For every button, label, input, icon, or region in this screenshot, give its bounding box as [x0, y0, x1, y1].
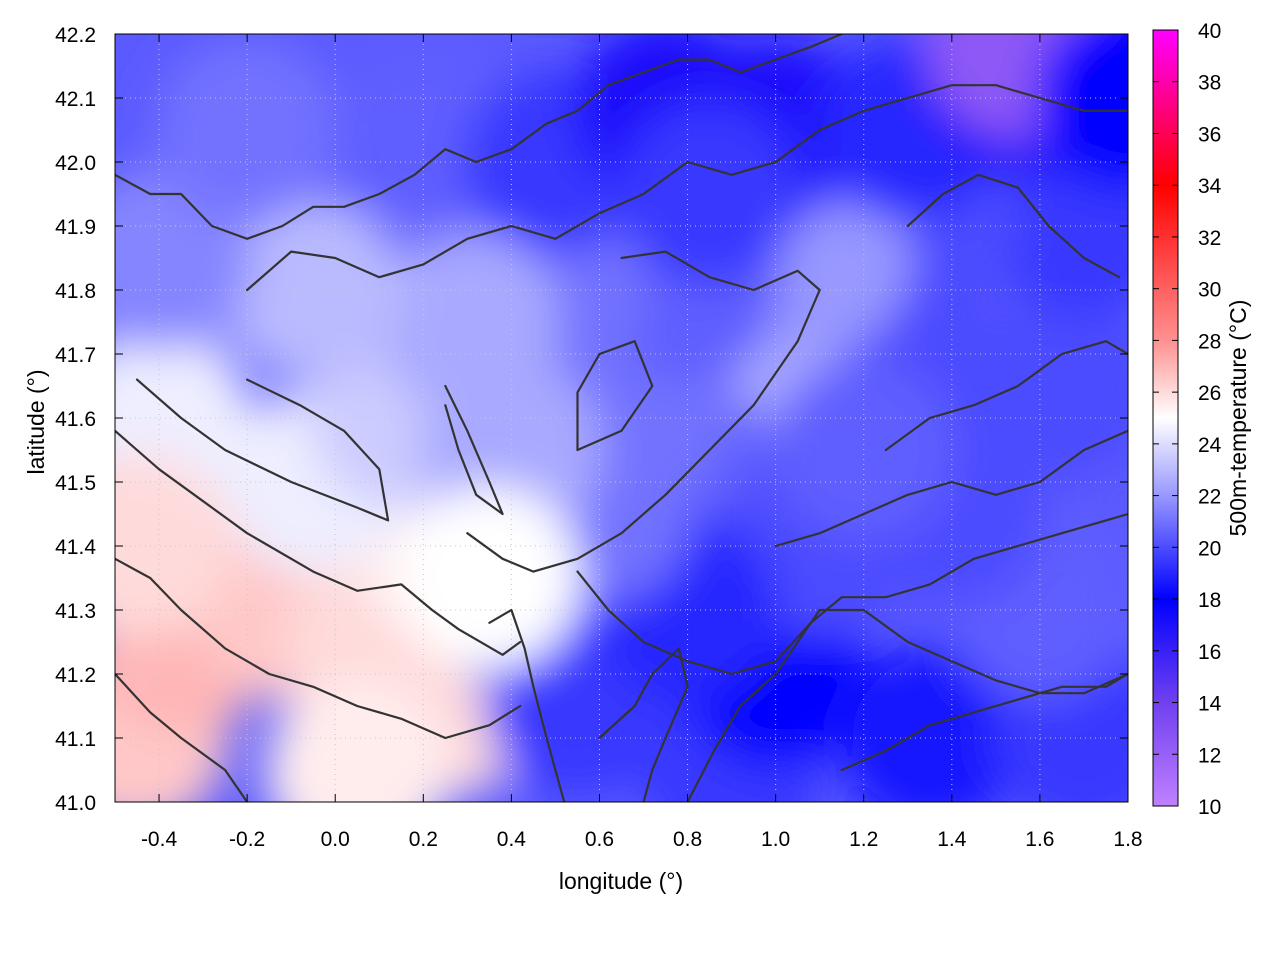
contour-lines: [115, 34, 1128, 802]
colorbar-tick-label-3: 16: [1198, 641, 1221, 664]
colorbar-tick-label-6: 22: [1198, 486, 1221, 509]
contour-line-16: [598, 647, 689, 802]
contour-line-1: [115, 672, 249, 802]
x-tick-label-2: 0.0: [321, 828, 350, 851]
y-tick-label-4: 41.4: [55, 536, 96, 559]
contour-line-3: [135, 378, 390, 522]
plot-area: -0.4 -0.2 0.0 0.2 0.4 0.6 0.8 1.0 1.2 1.4 1.6 1.8 4…: [55, 24, 1143, 851]
field-sample-25: [969, 294, 1128, 478]
y-tick-label-1: 41.1: [55, 728, 96, 751]
x-axis-title: longitude (°): [559, 868, 683, 894]
y-tick-label-9: 41.9: [55, 216, 96, 239]
x-axis-ticks: -0.4 -0.2 0.0 0.2 0.4 0.6 0.8 1.0 1.2 1.4 1.6 1.8: [141, 34, 1143, 851]
field-sample-32: [221, 198, 406, 382]
colorbar-tick-label-14: 38: [1198, 72, 1221, 95]
contour-line-7: [840, 672, 1128, 772]
contour-line-0: [115, 557, 522, 740]
x-tick-label-11: 1.8: [1113, 828, 1142, 851]
x-tick-label-9: 1.4: [937, 828, 967, 851]
y-tick-label-0: 41.0: [55, 792, 96, 815]
colorbar-tick-label-4: 18: [1198, 589, 1221, 612]
y-tick-label-6: 41.6: [55, 408, 96, 431]
colorbar-tick-label-8: 26: [1198, 382, 1221, 405]
colorbar: 10 12 14 16 18 20 22 24 26 28 30 32 34 36 38 40 500m-te…: [1152, 20, 1251, 819]
y-tick-label-3: 41.3: [55, 600, 96, 623]
field-sample-43: [617, 102, 802, 286]
colorbar-tick-label-15: 40: [1198, 20, 1221, 43]
x-tick-label-8: 1.2: [849, 828, 878, 851]
x-tick-label-7: 1.0: [761, 828, 790, 851]
x-tick-label-4: 0.4: [497, 828, 527, 851]
contour-line-12: [774, 429, 1128, 548]
colorbar-tick-label-9: 28: [1198, 330, 1221, 353]
y-tick-label-5: 41.5: [55, 472, 96, 495]
contour-line-2: [115, 429, 522, 656]
x-tick-label-6: 0.8: [673, 828, 702, 851]
colorbar-strip: [1152, 29, 1179, 807]
y-tick-label-7: 41.7: [55, 344, 96, 367]
contour-line-13: [444, 384, 504, 516]
contour-line-9: [246, 84, 1128, 292]
x-tick-label-1: -0.2: [229, 828, 265, 851]
contour-line-10: [884, 340, 1128, 452]
colorbar-tick-label-11: 32: [1198, 227, 1221, 250]
contour-line-11: [906, 173, 1121, 279]
colorbar-tick-label-10: 30: [1198, 279, 1221, 302]
colorbar-tick-label-12: 34: [1198, 175, 1222, 198]
colorbar-tick-label-7: 24: [1198, 434, 1222, 457]
y-axis-title: latitude (°): [23, 369, 49, 474]
colorbar-tick-label-0: 10: [1198, 796, 1221, 819]
colorbar-ticks: 10 12 14 16 18 20 22 24 26 28 30 32 34 36 38 40: [1153, 20, 1222, 819]
y-tick-label-8: 41.8: [55, 280, 96, 303]
colorbar-tick-label-13: 36: [1198, 123, 1221, 146]
y-tick-label-12: 42.2: [55, 24, 96, 47]
field-sample-45: [397, 486, 582, 670]
colorbar-tick-label-1: 12: [1198, 744, 1221, 767]
colorbar-tick-label-5: 20: [1198, 537, 1221, 560]
field-sample-42: [1036, 34, 1128, 190]
field-sample-8: [265, 678, 450, 802]
contour-line-5: [576, 512, 1128, 676]
y-axis-ticks: 41.0 41.1 41.2 41.3 41.4 41.5 41.6 41.7 41.8 41.9…: [55, 24, 1128, 815]
colorbar-tick-label-2: 14: [1198, 693, 1222, 716]
contour-line-15: [488, 608, 566, 802]
contour-line-14: [576, 340, 654, 452]
x-tick-label-0: -0.4: [141, 828, 178, 851]
x-tick-label-3: 0.2: [409, 828, 438, 851]
y-tick-label-10: 42.0: [55, 152, 96, 175]
colorbar-title: 500m-temperature (°C): [1225, 300, 1251, 537]
temperature-field: [115, 34, 1128, 802]
x-tick-label-10: 1.6: [1025, 828, 1054, 851]
y-tick-label-11: 42.1: [55, 88, 96, 111]
x-tick-label-5: 0.6: [585, 828, 614, 851]
contour-line-4: [466, 250, 821, 573]
field-sample-15: [837, 646, 1022, 802]
y-tick-label-2: 41.2: [55, 664, 96, 687]
contour-line-8: [115, 34, 843, 240]
